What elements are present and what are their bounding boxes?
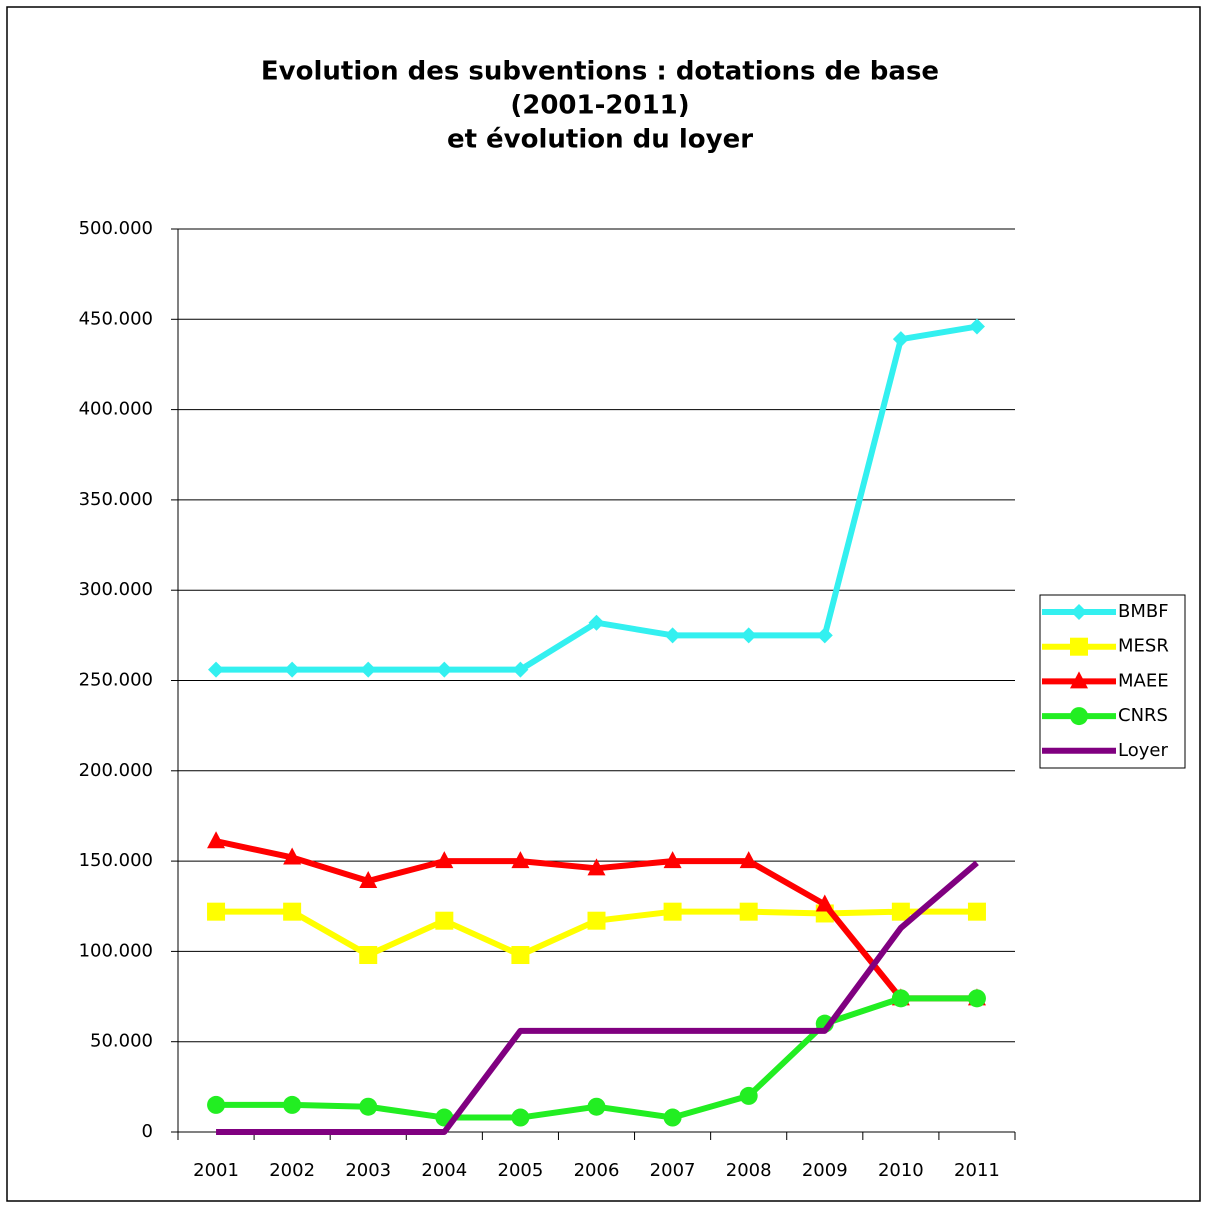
marker [739,1086,758,1105]
marker [587,1097,606,1116]
series-line [216,860,979,1135]
legend-marker [1071,604,1087,620]
x-tick-label: 2006 [574,1160,620,1181]
legend-label: Loyer [1118,740,1168,761]
y-tick-label: 250.000 [79,670,153,691]
x-tick-label: 2005 [498,1160,544,1181]
legend-label: MESR [1118,636,1169,657]
marker [815,894,834,912]
y-tick-label: 400.000 [79,399,153,420]
marker [512,661,529,678]
y-tick-label: 500.000 [79,218,153,239]
x-tick-label: 2011 [954,1160,1000,1181]
x-tick-label: 2009 [802,1160,848,1181]
marker [511,946,530,965]
marker [588,614,605,631]
marker [664,627,681,644]
y-tick-label: 300.000 [79,579,153,600]
marker [208,661,225,678]
y-tick-label: 450.000 [79,308,153,329]
chart-frame [6,6,1201,1202]
chart-title: Evolution des subventions : dotations de… [261,57,939,87]
marker [435,911,454,930]
marker [511,851,530,869]
marker [663,902,682,921]
legend-marker [1070,671,1088,689]
marker [283,1095,302,1114]
y-tick-label: 100.000 [79,940,153,961]
marker [587,911,606,930]
marker [967,989,986,1008]
x-tick-label: 2004 [421,1160,467,1181]
chart-title: (2001-2011) [510,91,689,121]
marker [283,902,302,921]
marker [663,1108,682,1127]
y-tick-label: 50.000 [90,1031,153,1052]
y-tick-label: 0 [142,1121,153,1142]
marker [587,858,606,876]
marker [359,946,378,965]
legend-marker [1070,707,1088,726]
y-tick-label: 200.000 [79,760,153,781]
marker [207,1095,226,1114]
marker [740,627,757,644]
marker [892,331,909,348]
y-tick-label: 350.000 [79,489,153,510]
marker [739,851,758,869]
marker [207,902,226,921]
marker [968,318,985,335]
marker [816,627,833,644]
marker [511,1108,530,1127]
marker [360,661,377,678]
x-tick-label: 2001 [193,1160,239,1181]
marker [359,1097,378,1116]
marker [436,661,453,678]
marker [891,902,910,921]
x-tick-label: 2010 [878,1160,924,1181]
marker [283,847,302,865]
x-tick-label: 2008 [726,1160,772,1181]
x-tick-label: 2007 [650,1160,696,1181]
marker [284,661,301,678]
x-tick-label: 2003 [345,1160,391,1181]
marker [967,902,986,921]
marker [663,851,682,869]
legend-label: MAEE [1118,670,1169,691]
marker [891,989,910,1008]
marker [435,851,454,869]
marker [207,831,226,849]
legend-label: BMBF [1118,601,1169,622]
legend-marker [1070,637,1088,656]
y-tick-label: 150.000 [79,850,153,871]
chart-title: et évolution du loyer [447,125,753,155]
x-tick-label: 2002 [269,1160,315,1181]
legend-label: CNRS [1118,705,1168,726]
marker [739,902,758,921]
marker [359,870,378,888]
